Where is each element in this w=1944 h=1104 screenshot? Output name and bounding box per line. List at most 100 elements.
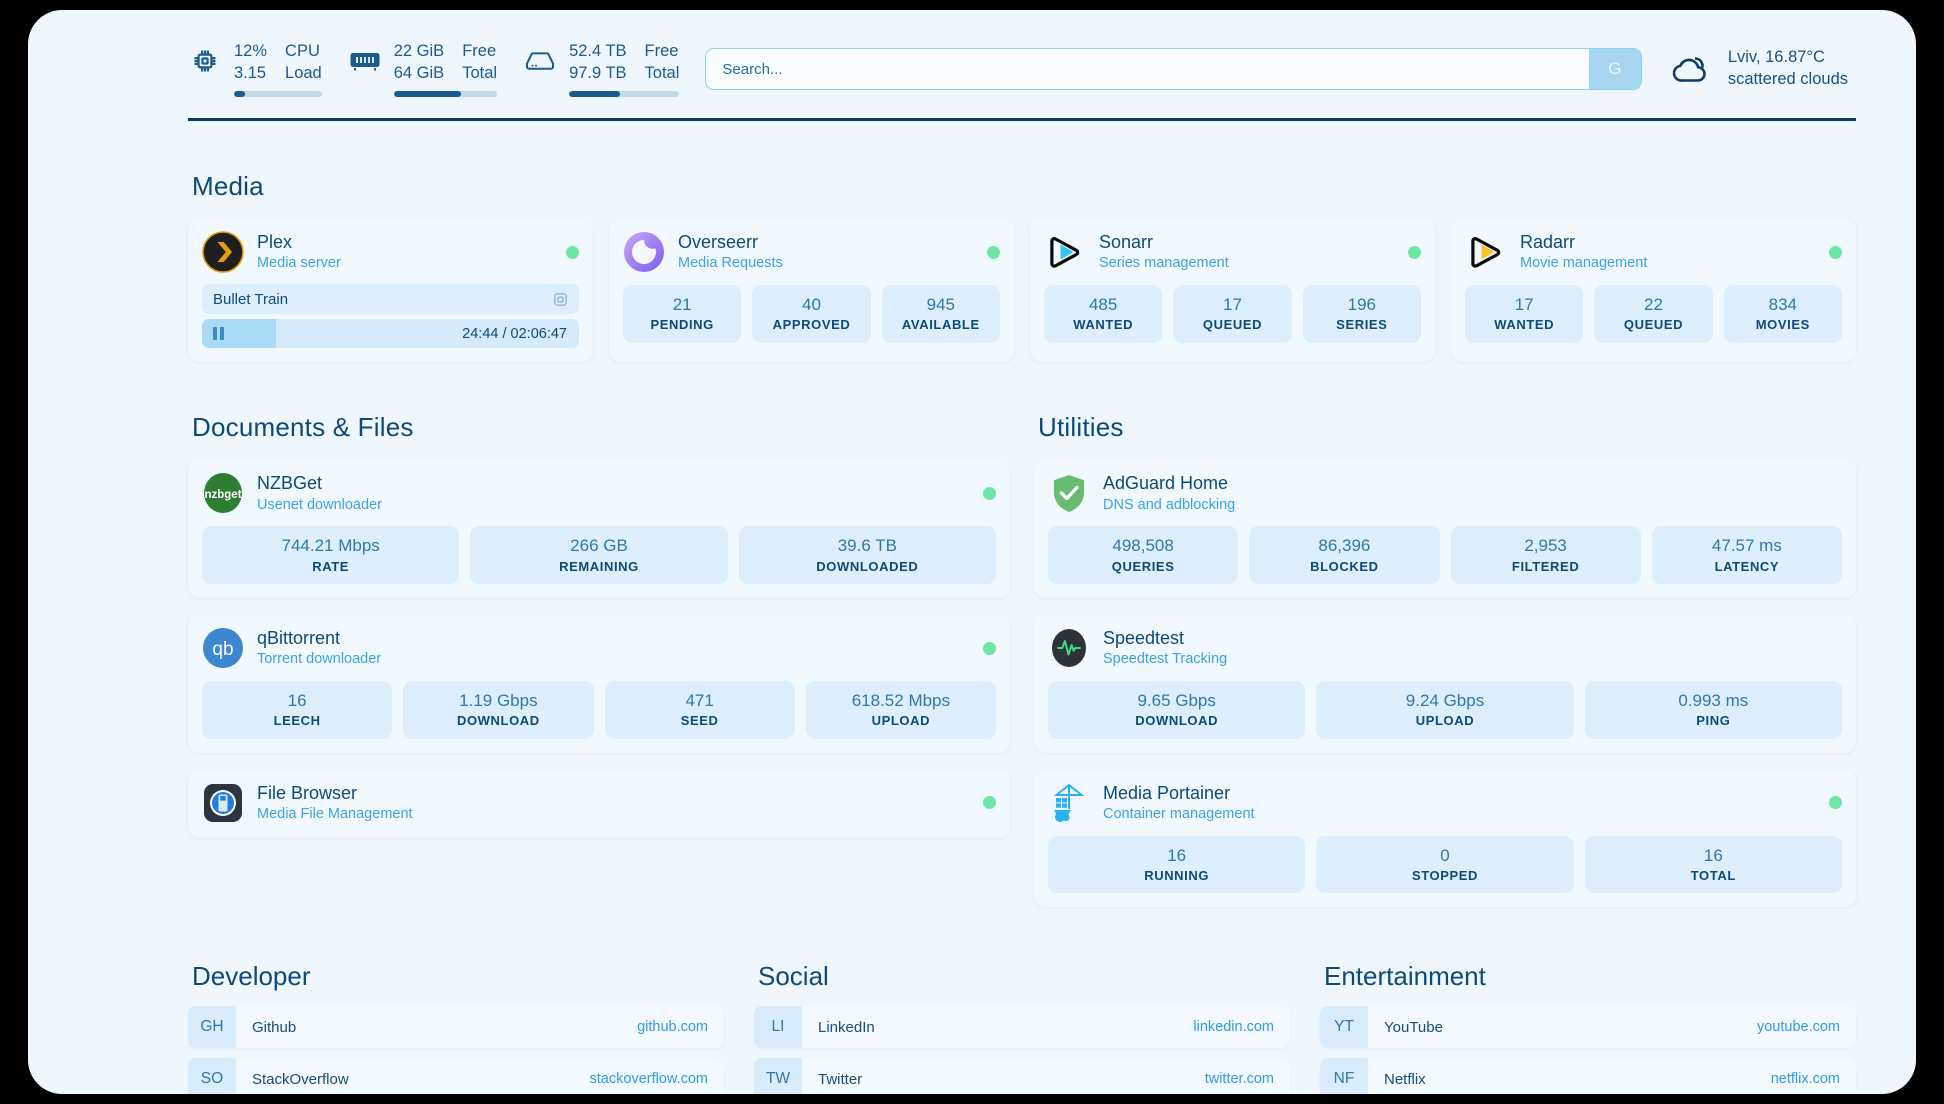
service-name: Radarr: [1520, 232, 1576, 252]
search-box[interactable]: G: [705, 48, 1642, 90]
stat-tile-value: 16: [1167, 845, 1187, 865]
service-card[interactable]: Overseerr Media Requests 21 PENDING 40 APPROV…: [609, 218, 1014, 363]
sonarr-icon: [1044, 231, 1086, 273]
stat-tile-label: WANTED: [1073, 317, 1134, 333]
stat-value-secondary: 3.15: [234, 63, 267, 82]
cast-icon[interactable]: [553, 292, 568, 307]
playback-time: 24:44 / 02:06:47: [462, 325, 567, 342]
service-card[interactable]: Speedtest Speedtest Tracking 9.65 Gbps DOWN…: [1034, 613, 1856, 753]
status-indicator-online: [983, 641, 996, 655]
bookmark-item[interactable]: SO StackOverflow stackoverflow.com: [188, 1058, 724, 1094]
bookmark-url: linkedin.com: [1193, 1019, 1274, 1036]
stat-tile-label: WANTED: [1494, 317, 1555, 333]
utilities-card-stack: AdGuard Home DNS and adblocking 498,508 QUE…: [1034, 459, 1856, 908]
service-card[interactable]: nzbget NZBGet Usenet downloader 744.21 Mbps…: [188, 459, 1010, 598]
service-card[interactable]: Plex Media server Bullet Train 24:44 / 02:0…: [188, 218, 593, 363]
media-player[interactable]: Bullet Train 24:44 / 02:06:47: [202, 284, 579, 349]
stat-tile-value: 40: [802, 295, 821, 315]
radarr-icon: [1465, 231, 1507, 273]
stat-tile-label: PING: [1696, 713, 1731, 729]
documents-column: Documents & Files nzbget NZBGet Usenet dow…: [188, 362, 1010, 907]
search-input[interactable]: [706, 60, 1589, 78]
stat-tile-label: APPROVED: [772, 317, 851, 333]
stat-tile: 16 RUNNING: [1048, 835, 1306, 894]
overseerr-icon: [623, 231, 665, 273]
service-description: Torrent downloader: [257, 651, 382, 668]
status-indicator-online: [1408, 245, 1421, 259]
bookmark-group: Entertainment YT YouTube youtube.com NF Netfl…: [1320, 961, 1856, 1094]
stat-label-secondary: Total: [462, 63, 498, 82]
stat-label-primary: Free: [462, 42, 497, 61]
stat-tile: 834 MOVIES: [1723, 285, 1842, 343]
service-stat-tiles: 744.21 Mbps RATE 266 GB REMAINING 39.6 TB DOW…: [202, 526, 996, 584]
search-submit-button[interactable]: G: [1588, 49, 1641, 89]
hard-disk-icon: [523, 41, 557, 81]
stat-value-secondary: 97.9 TB: [569, 63, 627, 82]
service-card[interactable]: Media Portainer Container management 16 RUN…: [1034, 768, 1856, 908]
bookmark-url: netflix.com: [1770, 1071, 1840, 1088]
service-name: Sonarr: [1099, 232, 1154, 252]
bookmark-name: Netflix: [1384, 1070, 1426, 1088]
system-stat-memory: 22 GiB 64 GiB Free Total: [348, 41, 498, 97]
status-indicator-online: [987, 245, 1000, 259]
bookmark-item[interactable]: GH Github github.com: [188, 1006, 724, 1049]
bookmark-item[interactable]: TW Twitter twitter.com: [754, 1058, 1290, 1094]
section-title-utilities: Utilities: [1038, 412, 1124, 443]
stat-tile-label: LEECH: [273, 713, 321, 729]
bookmark-group: Developer GH Github github.com SO StackOverfl…: [188, 961, 724, 1094]
bookmark-list: YT YouTube youtube.com NF Netflix netflix.com…: [1320, 1006, 1856, 1094]
stat-tile: 17 WANTED: [1465, 285, 1584, 343]
service-stat-tiles: 498,508 QUERIES 86,396 BLOCKED 2,953 FILTERED…: [1048, 526, 1842, 584]
stat-tile-value: 0: [1440, 845, 1450, 865]
nzbget-icon: nzbget: [202, 472, 244, 514]
stat-tile: 196 SERIES: [1302, 285, 1421, 343]
svg-text:nzbget: nzbget: [204, 489, 241, 501]
service-card[interactable]: Sonarr Series management 485 WANTED 17 QUEUED…: [1030, 218, 1435, 363]
bookmark-item[interactable]: YT YouTube youtube.com: [1320, 1006, 1856, 1049]
bookmark-item[interactable]: LI LinkedIn linkedin.com: [754, 1006, 1290, 1049]
service-name: qBittorrent: [257, 627, 341, 648]
stat-label-primary: Free: [644, 42, 679, 61]
stat-tile: 1.19 Gbps DOWNLOAD: [403, 681, 594, 739]
documents-card-stack: nzbget NZBGet Usenet downloader 744.21 Mbps…: [188, 459, 1010, 838]
bookmark-list: LI LinkedIn linkedin.com TW Twitter twitter.c…: [754, 1006, 1290, 1094]
service-description: Series management: [1099, 255, 1229, 272]
status-indicator-online: [983, 796, 996, 810]
stat-tile: 9.24 Gbps UPLOAD: [1316, 681, 1574, 739]
weather-widget: Lviv, 16.87°C scattered clouds: [1668, 47, 1856, 91]
service-description: Container management: [1103, 806, 1255, 823]
stat-tile-label: DOWNLOAD: [1135, 713, 1219, 729]
section-title-documents: Documents & Files: [192, 412, 414, 443]
stat-tile: 471 SEED: [604, 681, 795, 739]
stat-tile-value: 16: [287, 691, 307, 711]
now-playing-title: Bullet Train: [213, 290, 289, 308]
service-card[interactable]: Radarr Movie management 17 WANTED 22 QUEUED 83…: [1451, 218, 1856, 363]
stat-tile: 86,396 BLOCKED: [1249, 526, 1440, 584]
stat-tile-value: 471: [685, 691, 714, 711]
stat-tile-value: 0.993 ms: [1678, 691, 1749, 711]
service-card[interactable]: File Browser Media File Management: [188, 768, 1010, 838]
playback-progress[interactable]: 24:44 / 02:06:47: [202, 319, 579, 349]
pause-icon[interactable]: [213, 327, 224, 341]
speedtest-icon: [1048, 627, 1090, 669]
stat-label-primary: CPU: [285, 42, 320, 61]
stat-tile-value: 9.65 Gbps: [1137, 691, 1216, 711]
service-card[interactable]: AdGuard Home DNS and adblocking 498,508 QUE…: [1034, 459, 1856, 598]
service-card-header: Plex Media server: [202, 231, 579, 273]
system-stat-cpu: 12% 3.15 CPU Load: [188, 41, 322, 97]
service-name: Overseerr: [678, 232, 759, 252]
service-name: Speedtest: [1103, 627, 1185, 648]
service-card[interactable]: qb qBittorrent Torrent downloader 16 LEECH 1.…: [188, 613, 1010, 753]
service-card-header: File Browser Media File Management: [202, 782, 996, 824]
stat-tile-label: UPLOAD: [871, 713, 931, 729]
service-name: Media Portainer: [1103, 782, 1231, 803]
bookmark-item[interactable]: NF Netflix netflix.com: [1320, 1058, 1856, 1094]
bookmark-list: GH Github github.com SO StackOverflow stackov…: [188, 1006, 724, 1094]
stat-tile-label: SEED: [680, 713, 719, 729]
stat-tile: 744.21 Mbps RATE: [202, 526, 460, 584]
bookmark-abbreviation: YT: [1320, 1006, 1368, 1049]
stat-tile-value: 196: [1347, 295, 1376, 315]
utilities-column: Utilities AdGuard Home DNS and adblocking…: [1034, 362, 1856, 908]
stat-tile: 22 QUEUED: [1594, 285, 1713, 343]
stat-tile-label: SERIES: [1336, 317, 1388, 333]
